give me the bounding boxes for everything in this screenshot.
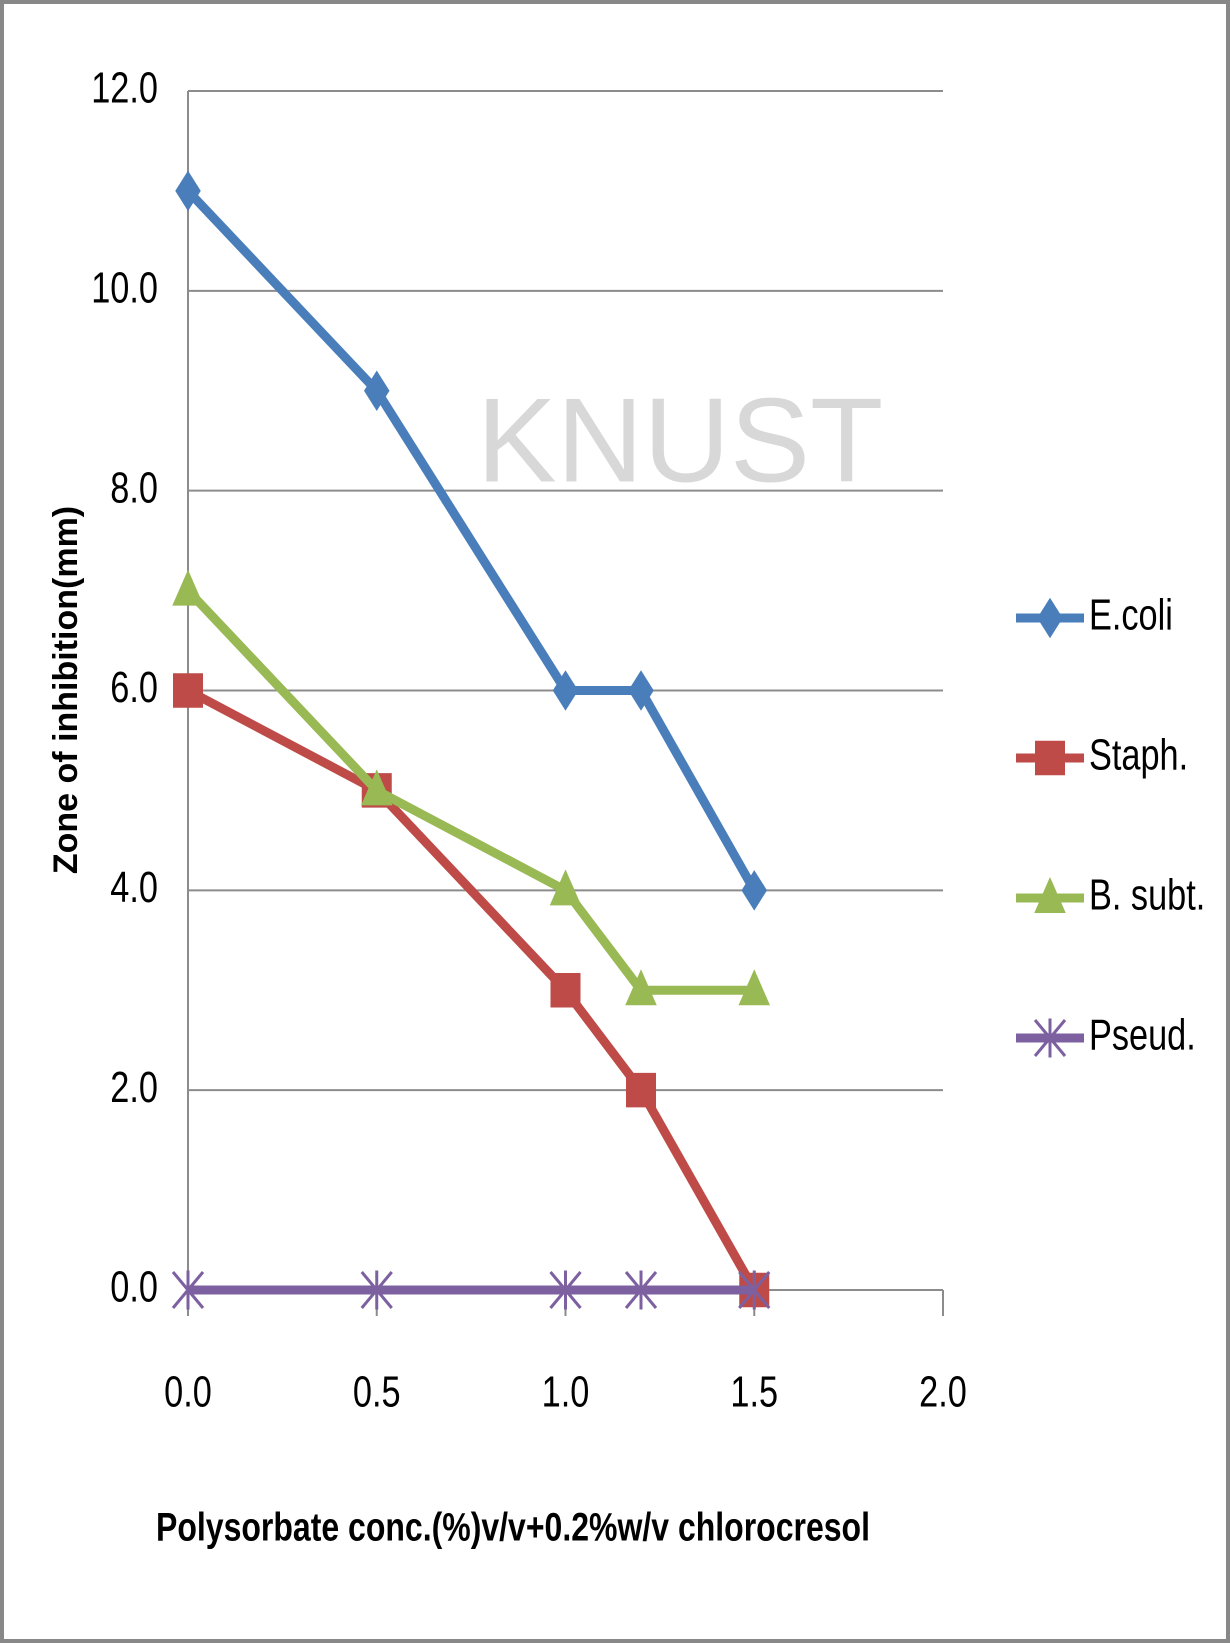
x-axis-label: Polysorbate conc.(%)v/v+0.2%w/v chlorocr…	[156, 1504, 870, 1549]
marker	[626, 1072, 656, 1108]
marker	[1037, 597, 1063, 639]
marker	[624, 1270, 658, 1310]
marker	[173, 673, 203, 708]
marker	[552, 670, 579, 711]
marker	[738, 969, 770, 1006]
x-tick-label: 1.0	[542, 1368, 590, 1417]
y-tick-label: 2.0	[110, 1063, 158, 1112]
marker	[550, 973, 581, 1008]
marker	[1033, 1018, 1067, 1058]
y-tick-label: 8.0	[110, 463, 158, 512]
y-tick-label: 10.0	[91, 263, 158, 312]
marker	[738, 1270, 771, 1310]
watermark: KNUST	[477, 374, 884, 508]
y-tick-label: 0.0	[110, 1263, 158, 1312]
y-axis-label: Zone of inhibition(mm)	[47, 506, 85, 874]
marker	[628, 670, 654, 711]
x-tick-label: 2.0	[919, 1368, 967, 1417]
legend-label: Pseud.	[1089, 1011, 1196, 1060]
x-tick-label: 0.5	[353, 1368, 401, 1417]
marker	[360, 1270, 393, 1310]
marker	[175, 170, 201, 212]
y-tick-label: 4.0	[110, 863, 158, 912]
marker	[1035, 740, 1065, 776]
marker	[549, 869, 582, 906]
marker	[625, 969, 657, 1006]
marker	[1034, 877, 1066, 913]
legend-label: Staph.	[1089, 731, 1188, 780]
marker	[364, 370, 390, 411]
marker	[171, 1270, 205, 1310]
y-tick-label: 6.0	[110, 663, 158, 712]
marker	[361, 769, 393, 806]
legend-label: E.coli	[1089, 591, 1173, 640]
marker	[549, 1270, 582, 1310]
y-tick-label: 12.0	[91, 64, 158, 113]
marker	[741, 870, 767, 911]
x-tick-label: 1.5	[730, 1368, 778, 1417]
marker	[172, 569, 204, 606]
x-tick-label: 0.0	[164, 1368, 212, 1417]
legend-label: B. subt.	[1089, 871, 1205, 920]
